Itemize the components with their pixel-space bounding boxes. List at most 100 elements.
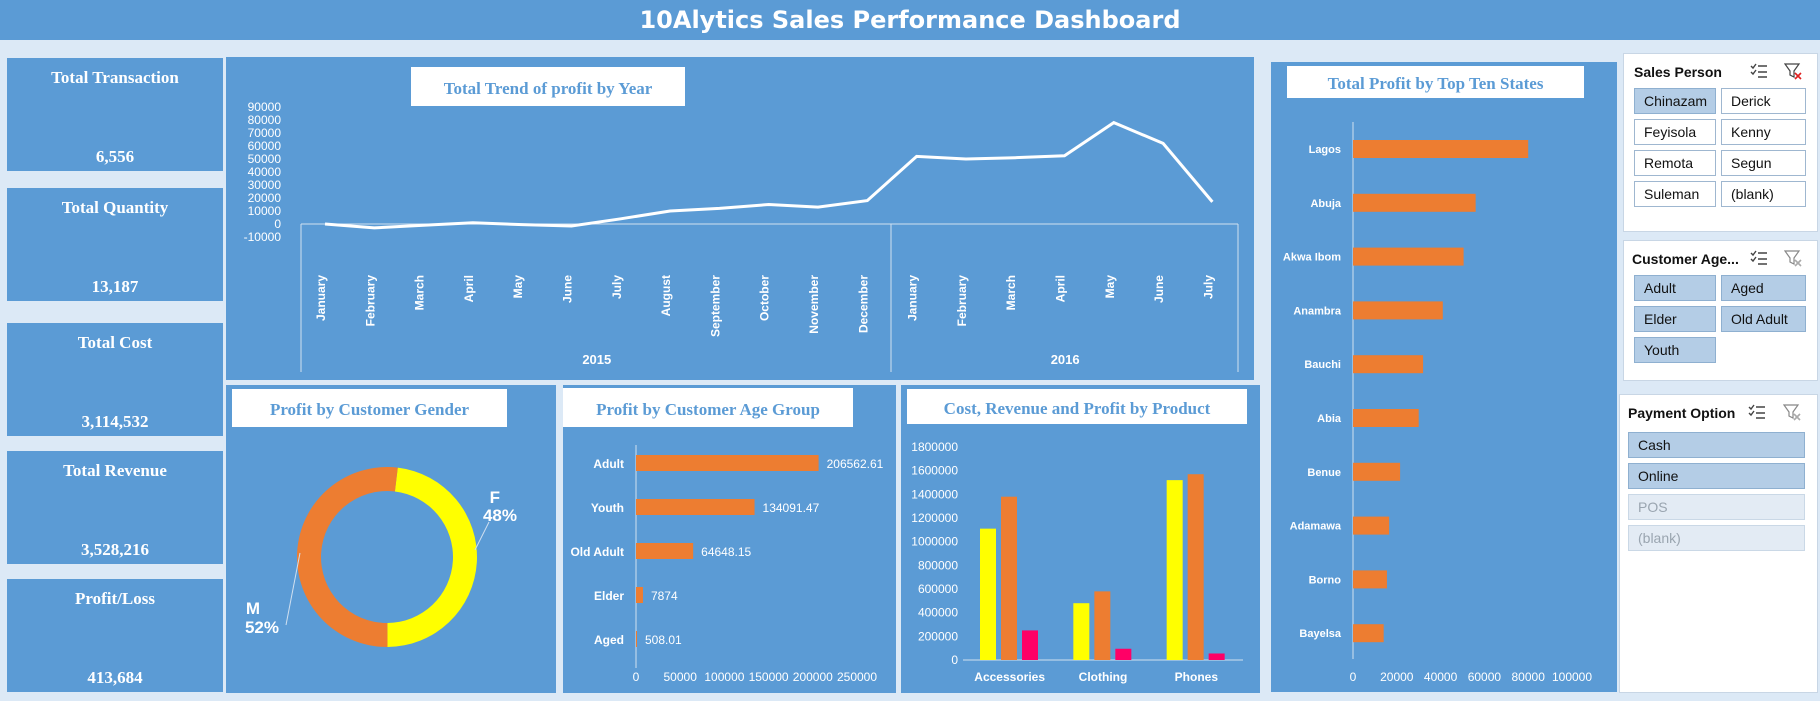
- category-label: Phones: [1175, 670, 1219, 684]
- gender-chart-panel: Profit by Customer Gender F 48% M 52%: [226, 385, 556, 693]
- category-label: Old Adult: [570, 545, 624, 559]
- slicer-item-chinazam[interactable]: Chinazam: [1634, 88, 1716, 114]
- slicer-item-suleman[interactable]: Suleman: [1634, 181, 1716, 207]
- x-tick-label: 20000: [1380, 670, 1414, 684]
- slicer-item-elder[interactable]: Elder: [1634, 306, 1716, 332]
- x-tick-label: January: [906, 275, 920, 321]
- x-tick-label: April: [462, 275, 476, 302]
- dashboard-title: 10Alytics Sales Performance Dashboard: [639, 6, 1181, 34]
- kpi-label: Total Cost: [77, 333, 153, 352]
- category-label: Elder: [594, 589, 624, 603]
- y-tick-label: 0: [951, 653, 958, 667]
- slicer-item-derick[interactable]: Derick: [1721, 88, 1806, 114]
- y-tick-label: 80000: [248, 113, 282, 127]
- y-tick-label: 1000000: [911, 535, 958, 549]
- x-tick-label: 0: [633, 670, 640, 684]
- category-label: Lagos: [1309, 144, 1341, 156]
- kpi-label: Profit/Loss: [75, 589, 155, 608]
- group-label: 2015: [582, 352, 611, 367]
- x-tick-label: June: [561, 275, 575, 303]
- slicer-item-blank[interactable]: (blank): [1628, 525, 1805, 551]
- x-tick-label: May: [511, 275, 525, 299]
- category-label: Youth: [591, 501, 624, 515]
- bar: [1353, 301, 1443, 320]
- states-chart-panel: Total Profit by Top Ten States Lagos Abuj…: [1271, 62, 1617, 692]
- bar: [636, 543, 694, 559]
- donut-slice: [297, 467, 398, 647]
- bar: [1094, 591, 1111, 660]
- slicer-title: Payment Option: [1628, 405, 1736, 421]
- clear-filter-icon[interactable]: [1784, 62, 1802, 80]
- y-tick-label: 40000: [248, 165, 282, 179]
- kpi-label: Total Transaction: [51, 68, 179, 87]
- kpi-label: Total Revenue: [63, 461, 167, 480]
- product-chart-title: Cost, Revenue and Profit by Product: [907, 389, 1247, 424]
- kpi-total-quantity: Total Quantity 13,187: [7, 188, 223, 301]
- clear-filter-icon[interactable]: [1783, 403, 1801, 421]
- bar: [1208, 653, 1225, 660]
- y-tick-label: -10000: [244, 230, 282, 244]
- slicer-item-cash[interactable]: Cash: [1628, 432, 1805, 458]
- multi-select-icon[interactable]: [1750, 249, 1768, 267]
- y-tick-label: 30000: [248, 178, 282, 192]
- y-tick-label: 400000: [918, 606, 958, 620]
- trend-line: [324, 120, 1214, 230]
- x-tick-label: July: [610, 275, 624, 299]
- y-tick-label: 60000: [248, 139, 282, 153]
- slicer-item-blank[interactable]: (blank): [1721, 181, 1806, 207]
- y-tick-label: 1200000: [911, 511, 958, 525]
- y-tick-label: 90000: [248, 100, 282, 114]
- kpi-value: 3,114,532: [81, 412, 149, 431]
- kpi-total-revenue: Total Revenue 3,528,216: [7, 451, 223, 564]
- x-tick-label: 80000: [1512, 670, 1546, 684]
- x-tick-label: 100000: [704, 670, 744, 684]
- bar: [1353, 247, 1464, 266]
- slicer-item-aged[interactable]: Aged: [1721, 275, 1806, 301]
- clear-filter-icon[interactable]: [1784, 249, 1802, 267]
- multi-select-icon[interactable]: [1748, 403, 1766, 421]
- slicer-item-remota[interactable]: Remota: [1634, 150, 1716, 176]
- bar: [1353, 570, 1387, 589]
- slicer-sales-person: Sales Person Chinazam Derick Feyisola Ke…: [1623, 53, 1818, 232]
- bar: [636, 455, 819, 471]
- y-tick-label: 200000: [918, 629, 958, 643]
- y-tick-label: 600000: [918, 582, 958, 596]
- slicer-item-segun[interactable]: Segun: [1721, 150, 1806, 176]
- age-bar-chart: Adult 206562.61 Youth 134091.47 Old Adult 646…: [570, 445, 884, 684]
- y-tick-label: 1400000: [911, 487, 958, 501]
- slicer-item-youth[interactable]: Youth: [1634, 337, 1716, 363]
- slicer-item-feyisola[interactable]: Feyisola: [1634, 119, 1716, 145]
- kpi-total-transaction: Total Transaction 6,556: [7, 58, 223, 171]
- data-label: 64648.15: [701, 545, 751, 559]
- slice-pct: 48%: [483, 506, 517, 525]
- kpi-value: 13,187: [91, 277, 139, 296]
- x-tick-label: 150000: [749, 670, 789, 684]
- y-tick-label: 1800000: [911, 440, 958, 454]
- gender-donut-chart: F48% M52%: [245, 467, 517, 647]
- kpi-value: 3,528,216: [81, 540, 149, 559]
- kpi-value: 413,684: [87, 668, 143, 687]
- slicer-item-pos[interactable]: POS: [1628, 494, 1805, 520]
- multi-select-icon[interactable]: [1750, 62, 1768, 80]
- category-label: Adult: [593, 457, 624, 471]
- bar: [1353, 355, 1424, 374]
- category-label: Abuja: [1310, 198, 1341, 210]
- x-tick-label: October: [758, 275, 772, 321]
- x-tick-label: 250000: [837, 670, 877, 684]
- bar: [1022, 630, 1038, 660]
- leader-line: [285, 552, 301, 626]
- slice-pct: 52%: [245, 618, 279, 637]
- slicer-item-old-adult[interactable]: Old Adult: [1721, 306, 1806, 332]
- gender-chart-title: Profit by Customer Gender: [232, 389, 507, 427]
- age-chart-title: Profit by Customer Age Group: [563, 388, 853, 427]
- slicer-item-kenny[interactable]: Kenny: [1721, 119, 1806, 145]
- kpi-label: Total Quantity: [61, 198, 169, 217]
- category-label: Clothing: [1079, 670, 1128, 684]
- data-label: 508.01: [645, 633, 682, 647]
- x-tick-label: 0: [1350, 670, 1357, 684]
- slicer-payment-option: Payment Option Cash Online POS (blank): [1619, 394, 1818, 693]
- bar: [1353, 516, 1390, 535]
- y-tick-label: 0: [274, 217, 281, 231]
- slicer-item-online[interactable]: Online: [1628, 463, 1805, 489]
- slicer-item-adult[interactable]: Adult: [1634, 275, 1716, 301]
